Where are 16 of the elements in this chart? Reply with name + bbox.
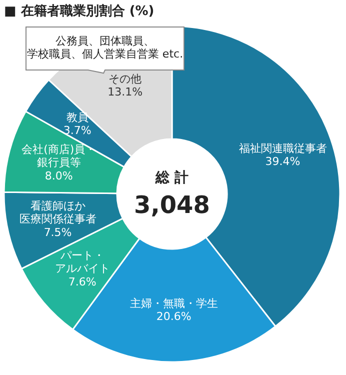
data-label: 3.7% — [63, 124, 92, 137]
data-label: 39.4% — [265, 154, 300, 168]
text: 3,048 — [134, 190, 210, 219]
slice-label: 福祉関連職従事者 — [238, 142, 327, 155]
data-label: 7.5% — [44, 226, 72, 240]
slice-label: その他 — [108, 72, 142, 86]
data-label: 8.0% — [44, 170, 73, 183]
chart-title: ■ 在籍者職業別割合 (%) — [4, 2, 154, 19]
text: 総 計 — [154, 170, 188, 186]
data-label: 20.6% — [156, 310, 192, 324]
slice-label: パート・アルバイト — [54, 248, 110, 276]
data-label: 13.1% — [108, 86, 143, 99]
slice-label: 主婦・無職・学生 — [130, 297, 218, 310]
slice-label: 看護師ほか医療関係従事者 — [19, 200, 96, 226]
data-label: 7.6% — [68, 275, 96, 288]
text: 公務員、団体職員、学校職員、個人営業自営業 etc. — [26, 34, 184, 61]
